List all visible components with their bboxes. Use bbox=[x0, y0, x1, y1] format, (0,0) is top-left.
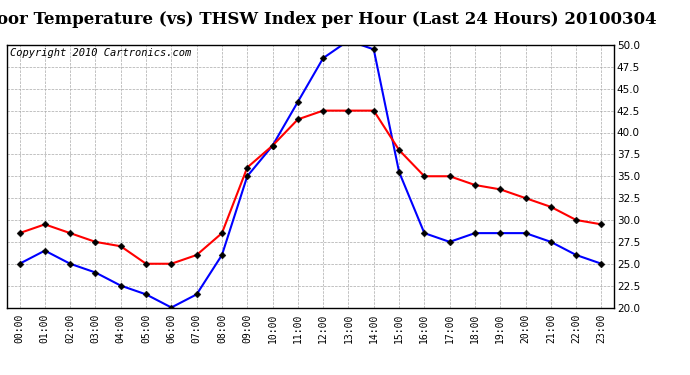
Text: Outdoor Temperature (vs) THSW Index per Hour (Last 24 Hours) 20100304: Outdoor Temperature (vs) THSW Index per … bbox=[0, 11, 656, 28]
Text: Copyright 2010 Cartronics.com: Copyright 2010 Cartronics.com bbox=[10, 48, 191, 58]
